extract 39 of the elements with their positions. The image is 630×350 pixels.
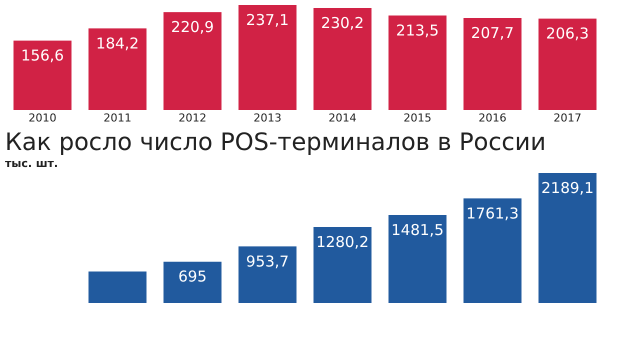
data-label: 953,7 <box>246 252 289 270</box>
x-tick-label: 2010 <box>28 112 56 124</box>
x-tick-label: 2012 <box>178 112 206 124</box>
data-label: 207,7 <box>471 24 514 42</box>
chart-subtitle: тыс. шт. <box>5 157 58 170</box>
bar <box>88 272 146 303</box>
bar <box>388 215 446 303</box>
data-label: 206,3 <box>546 24 589 43</box>
data-label: 1481,5 <box>391 221 444 240</box>
bar <box>238 246 296 303</box>
data-label: 695 <box>178 268 207 286</box>
data-label: 156,6 <box>21 46 64 65</box>
data-label: 1761,3 <box>466 204 519 222</box>
data-label: 184,2 <box>96 34 139 52</box>
bar <box>464 18 522 110</box>
bar <box>314 226 372 303</box>
bar <box>538 18 596 110</box>
chart-title: Как росло число POS-терминалов в России <box>5 128 546 156</box>
x-tick-label: 2016 <box>478 112 506 124</box>
bar <box>164 12 222 110</box>
bar <box>238 5 296 110</box>
data-label: 230,2 <box>321 14 364 32</box>
bar <box>164 262 222 303</box>
bar <box>88 28 146 110</box>
data-label: 1280,2 <box>316 232 369 251</box>
bar <box>388 15 446 110</box>
bar <box>538 173 596 303</box>
data-label: 213,5 <box>396 21 439 40</box>
x-tick-label: 2017 <box>554 112 582 124</box>
data-label: 237,1 <box>246 11 289 29</box>
x-tick-label: 2015 <box>404 112 432 124</box>
data-label: 220,9 <box>171 18 214 36</box>
bar <box>314 8 372 110</box>
x-tick-label: 2014 <box>328 112 356 124</box>
x-tick-label: 2011 <box>104 112 132 124</box>
data-label: 2189,1 <box>541 179 594 197</box>
bar <box>464 198 522 303</box>
bar <box>14 40 72 110</box>
x-tick-label: 2013 <box>254 112 282 124</box>
